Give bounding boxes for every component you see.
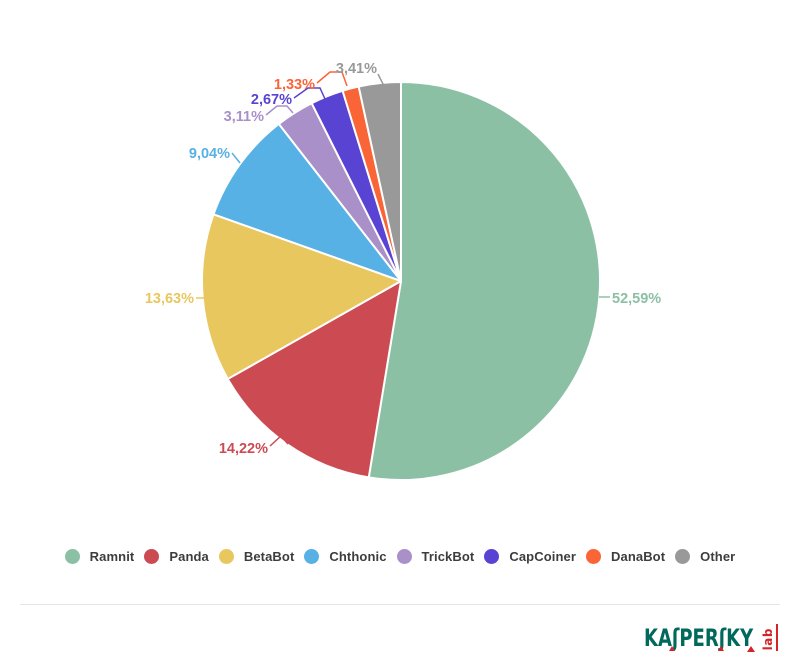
logo-lab-underline — [776, 624, 778, 651]
legend-label: Chthonic — [329, 549, 387, 564]
legend-item-panda[interactable]: Panda — [144, 549, 209, 564]
label-connector-chthonic — [231, 152, 241, 164]
legend-item-trickbot[interactable]: TrickBot — [396, 549, 475, 564]
logo-triangle-icon — [669, 646, 675, 651]
pie-label-danabot: 1,33% — [274, 77, 315, 93]
legend-marker-icon — [396, 549, 412, 564]
footer-divider — [20, 604, 780, 605]
pie-label-ramnit: 52,59% — [612, 291, 661, 307]
pie-label-capcoiner: 2,67% — [251, 92, 292, 108]
legend-marker-icon — [64, 549, 80, 564]
legend-item-betabot[interactable]: BetaBot — [218, 549, 295, 564]
legend-item-ramnit[interactable]: Ramnit — [64, 549, 135, 564]
legend-label: Panda — [169, 549, 209, 564]
label-connector-trickbot — [265, 105, 294, 116]
pie-chart: 52,59% 14,22% 13,63% 9,04% 3,11%2,67%1,33% 3,… — [145, 61, 661, 481]
pie-slice-other[interactable] — [357, 81, 402, 282]
pie-label-trickbot: 3,11% — [224, 109, 264, 125]
pie-label-other: 3,41% — [336, 61, 377, 77]
legend-label: Ramnit — [89, 549, 135, 564]
pie-slice-chthonic[interactable] — [212, 122, 402, 282]
label-connector-panda — [269, 434, 289, 447]
legend-item-capcoiner[interactable]: CapCoiner — [484, 549, 576, 564]
kaspersky-wordmark: KAʃPERʃKY — [644, 624, 754, 652]
pie-slice-panda[interactable] — [226, 280, 402, 479]
legend-label: DanaBot — [611, 549, 666, 564]
logo-triangle-icon — [747, 646, 755, 652]
chart-legend: Ramnit Panda BetaBot Chthonic TrickBot CapCoi… — [0, 549, 800, 564]
legend-label: Other — [700, 549, 736, 564]
pie-slice-ramnit[interactable] — [367, 81, 601, 481]
label-connector-capcoiner — [293, 87, 326, 100]
legend-item-danabot[interactable]: DanaBot — [586, 549, 665, 564]
pie-label-panda: 14,22% — [219, 441, 268, 457]
legend-marker-icon — [586, 549, 601, 564]
legend-label: TrickBot — [421, 549, 475, 564]
logo-lab-text: lab — [761, 627, 775, 650]
legend-item-other[interactable]: Other — [675, 549, 735, 564]
legend-marker-icon — [144, 549, 160, 564]
legend-marker-icon — [484, 549, 500, 564]
label-connector-danabot — [316, 71, 348, 87]
pie-label-chthonic: 9,04% — [189, 146, 230, 162]
pie-label-betabot: 13,63% — [145, 291, 194, 307]
legend-label: CapCoiner — [509, 549, 576, 564]
legend-item-chthonic[interactable]: Chthonic — [304, 549, 386, 564]
legend-label: BetaBot — [243, 549, 295, 564]
legend-marker-icon — [218, 549, 234, 564]
logo-triangle-icon — [718, 646, 724, 651]
kaspersky-lab-logo: KAʃPERʃKY lab — [644, 621, 778, 653]
legend-marker-icon — [304, 549, 320, 564]
legend-marker-icon — [675, 549, 691, 564]
label-connector-other — [377, 73, 386, 89]
